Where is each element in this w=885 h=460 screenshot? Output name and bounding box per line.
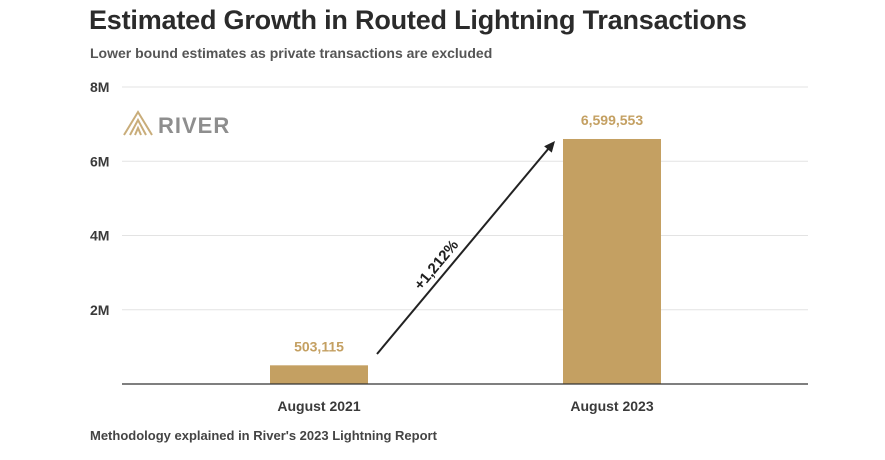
y-tick-label: 2M — [90, 302, 109, 318]
chart-subtitle: Lower bound estimates as private transac… — [90, 45, 493, 61]
gridlines — [122, 86, 808, 311]
river-logo-text: RIVER — [158, 113, 230, 138]
x-category-label: August 2023 — [570, 398, 653, 414]
bars — [270, 138, 661, 384]
growth-arrow-head — [544, 141, 555, 153]
growth-annotation-label: +1,212% — [411, 237, 462, 294]
growth-arrow-line — [376, 147, 550, 355]
y-tick-label: 6M — [90, 153, 109, 169]
river-logo-icon — [123, 110, 153, 136]
data-label: 6,599,553 — [581, 112, 643, 128]
x-axis-categories: August 2021 August 2023 — [277, 398, 653, 414]
y-tick-label: 4M — [90, 228, 109, 244]
river-logo: RIVER — [123, 110, 230, 138]
bar — [563, 138, 661, 384]
x-category-label: August 2021 — [277, 398, 360, 414]
y-tick-label: 8M — [90, 79, 109, 95]
data-labels: 503,115 6,599,553 — [294, 112, 643, 354]
y-axis-ticks: 2M 4M 6M 8M — [90, 79, 109, 318]
data-label: 503,115 — [294, 338, 344, 354]
bar — [270, 365, 368, 384]
growth-annotation: +1,212% — [376, 141, 555, 355]
footnote: Methodology explained in River's 2023 Li… — [90, 428, 437, 443]
chart-title: Estimated Growth in Routed Lightning Tra… — [89, 5, 747, 35]
